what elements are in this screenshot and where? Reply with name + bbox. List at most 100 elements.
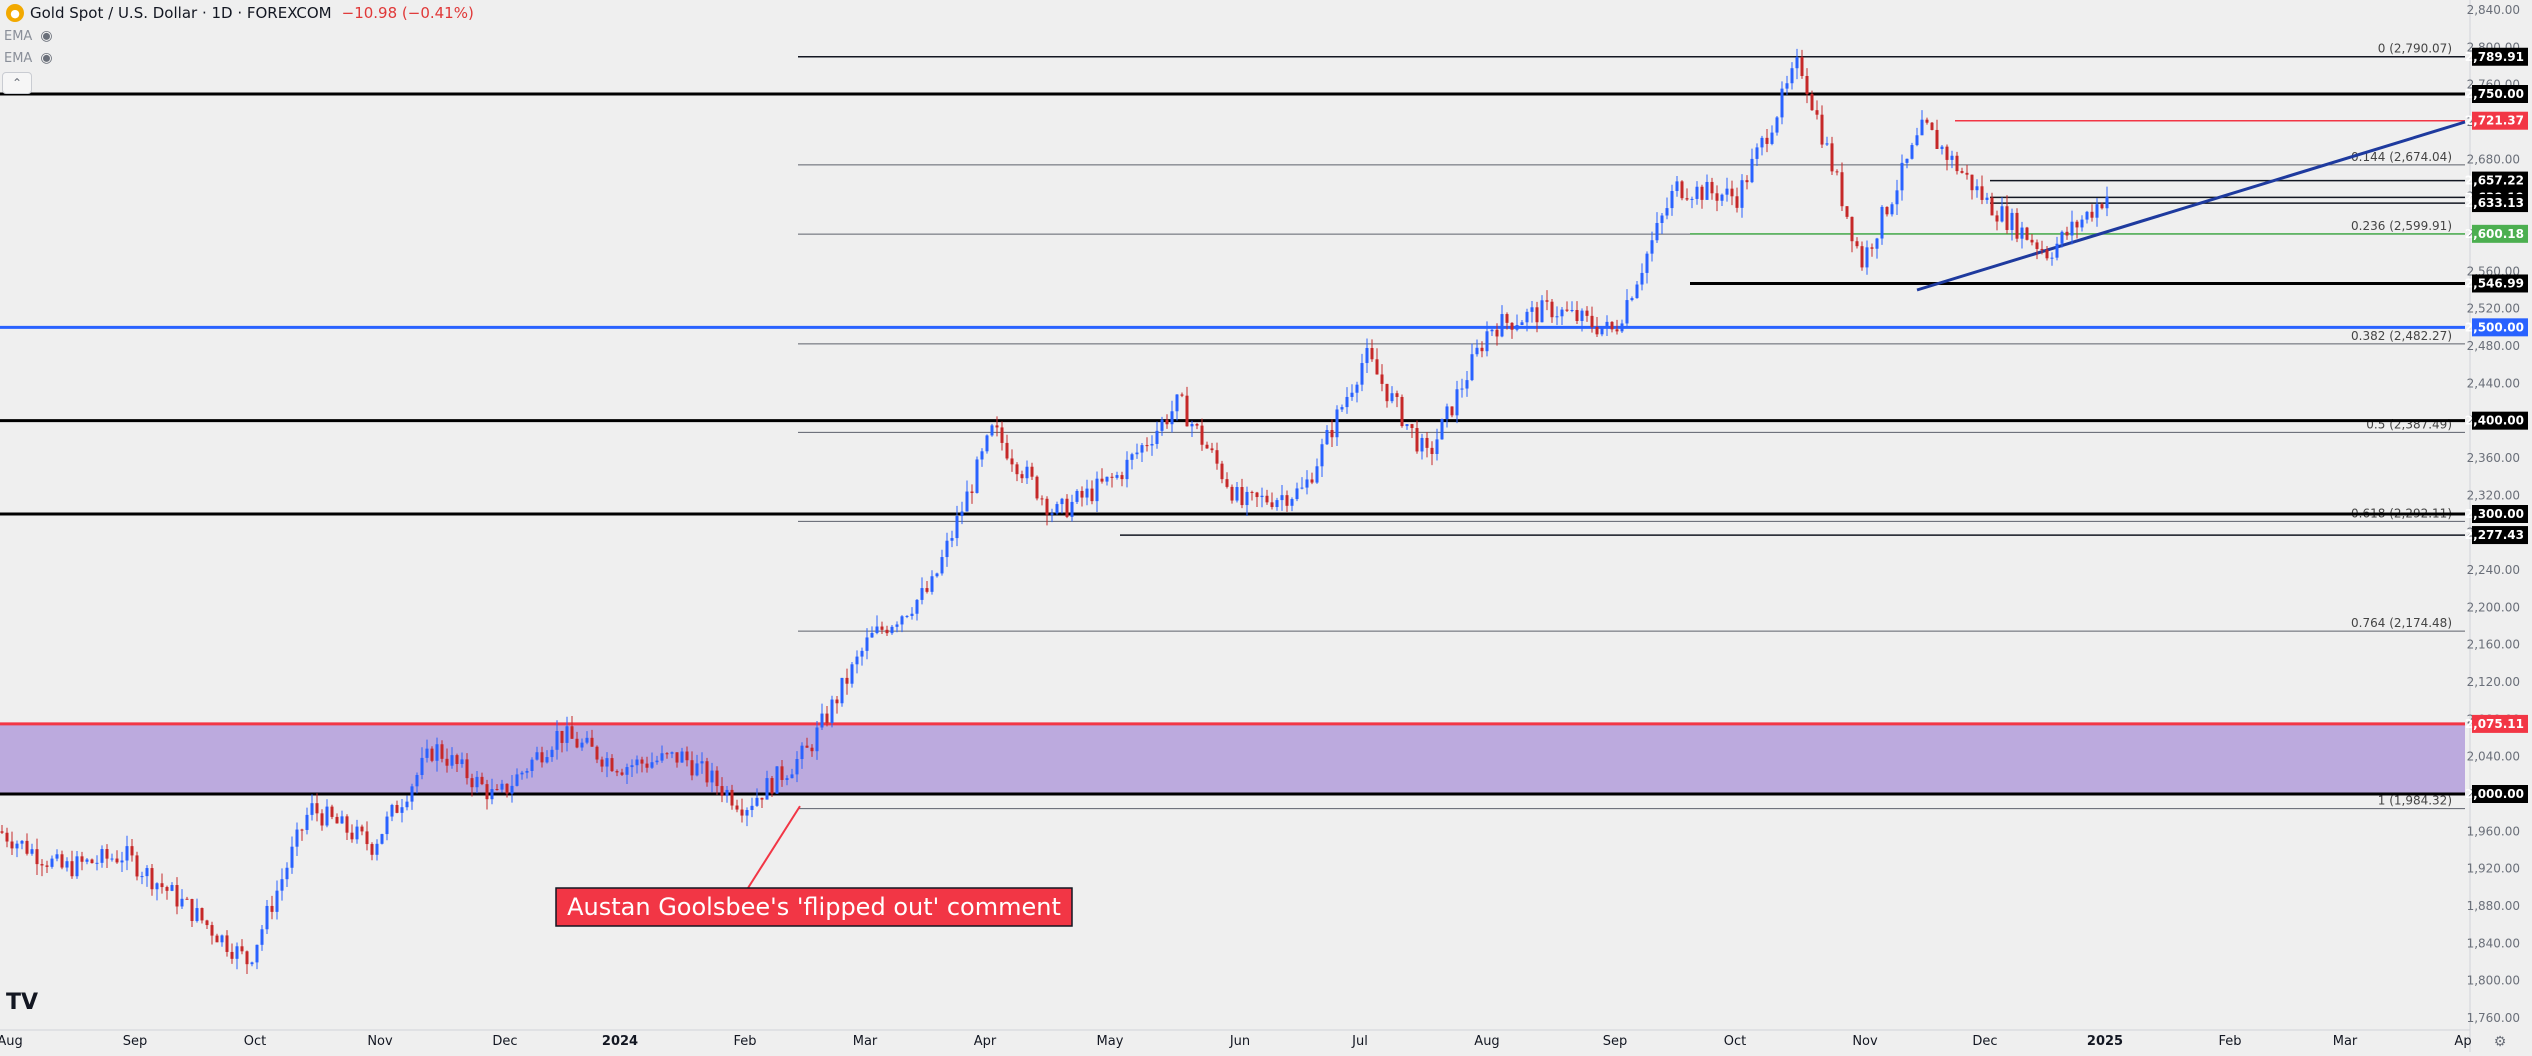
price-badge-label: 2,075.11 (2465, 717, 2524, 731)
candle-body (660, 753, 664, 761)
candle-body (1755, 147, 1759, 159)
chevron-up-icon[interactable]: ⌃ (2, 72, 32, 94)
candle-body (305, 814, 309, 830)
candle-body (1150, 443, 1154, 446)
candle-body (220, 935, 224, 943)
candle-body (1395, 393, 1399, 397)
eye-icon[interactable]: ◉ (40, 28, 53, 44)
candle-body (1745, 180, 1749, 183)
candle-body (1165, 419, 1169, 425)
candle-body (1920, 119, 1924, 136)
candle-body (1075, 490, 1079, 502)
candle-body (1975, 186, 1979, 191)
candle-body (1060, 498, 1064, 505)
candle-body (760, 797, 764, 800)
candle-body (1505, 314, 1509, 323)
candle-body (1925, 119, 1929, 123)
candle-body (590, 737, 594, 747)
candle-body (1985, 197, 1989, 200)
candle-body (1970, 174, 1974, 191)
indicator-row-1[interactable]: EMA ◉ (4, 28, 53, 44)
candle-body (695, 763, 699, 776)
candle-body (130, 846, 134, 856)
candle-body (900, 616, 904, 625)
candle-body (150, 868, 154, 890)
price-badge (2472, 194, 2528, 213)
candle-body (1325, 430, 1329, 445)
candle-body (290, 846, 294, 868)
candle-body (445, 758, 449, 766)
candle-body (515, 774, 519, 786)
candle-body (865, 637, 869, 651)
candle-body (185, 898, 189, 900)
candle-body (575, 738, 579, 748)
candle-body (1710, 181, 1714, 194)
candle-body (400, 807, 404, 813)
y-tick-label: 2,520.00 (2467, 302, 2520, 316)
candle-body (1235, 487, 1239, 501)
candle-body (1570, 310, 1574, 312)
candle-body (1355, 384, 1359, 393)
candle-body (745, 810, 749, 816)
indicator-row-2[interactable]: EMA ◉ (4, 50, 53, 66)
candle-body (1120, 475, 1124, 480)
candle-body (40, 864, 44, 866)
candle-body (295, 829, 299, 847)
candle-body (880, 626, 884, 630)
candle-body (1990, 197, 1994, 216)
candle-body (160, 883, 164, 888)
y-tick-label: 1,840.00 (2467, 936, 2520, 950)
candle-body (800, 745, 804, 760)
indicator-label: EMA (4, 28, 33, 44)
x-tick-label: Sep (123, 1034, 148, 1049)
candle-body (1555, 316, 1559, 318)
candle-body (1500, 314, 1504, 337)
candle-body (790, 774, 794, 779)
candle-body (2000, 206, 2004, 222)
candle-body (680, 751, 684, 763)
candle-body (1890, 204, 1894, 215)
candle-body (300, 829, 304, 831)
candle-body (390, 804, 394, 817)
gear-icon[interactable]: ⚙ (2494, 1034, 2507, 1050)
candle-body (1375, 359, 1379, 375)
candle-body (410, 786, 414, 802)
candle-body (1750, 158, 1754, 183)
x-tick-label: Jul (1351, 1034, 1368, 1049)
candle-body (1045, 498, 1049, 515)
candle-body (1230, 486, 1234, 501)
candle-body (1180, 394, 1184, 396)
price-badge-label: 2,546.99 (2465, 276, 2524, 290)
candle-body (525, 770, 529, 773)
candle-body (2020, 227, 2024, 239)
candle-body (1540, 300, 1544, 323)
candle-body (915, 599, 919, 614)
candle-body (630, 765, 634, 768)
eye-icon[interactable]: ◉ (40, 50, 53, 66)
candle-body (55, 854, 59, 859)
price-badge (2472, 111, 2528, 130)
candle-body (1835, 171, 1839, 173)
candle-body (355, 826, 359, 840)
candle-body (1965, 172, 1969, 175)
candle-body (0, 831, 4, 833)
candle-body (1875, 238, 1879, 249)
candle-body (1170, 411, 1174, 425)
candle-body (1135, 452, 1139, 455)
price-badge-label: 2,789.91 (2465, 50, 2524, 64)
candle-body (2015, 212, 2019, 239)
candle-body (1090, 488, 1094, 502)
candle-body (2075, 221, 2079, 228)
candle-body (635, 759, 639, 766)
candle-body (1310, 479, 1314, 483)
candle-body (495, 789, 499, 791)
candle-body (1910, 145, 1914, 159)
candle-body (740, 809, 744, 816)
candle-body (1685, 198, 1689, 200)
candle-body (225, 935, 229, 952)
x-tick-label: May (1097, 1034, 1124, 1049)
candle-body (315, 803, 319, 814)
symbol-title[interactable]: Gold Spot / U.S. Dollar · 1D · FOREXCOM (30, 4, 332, 22)
